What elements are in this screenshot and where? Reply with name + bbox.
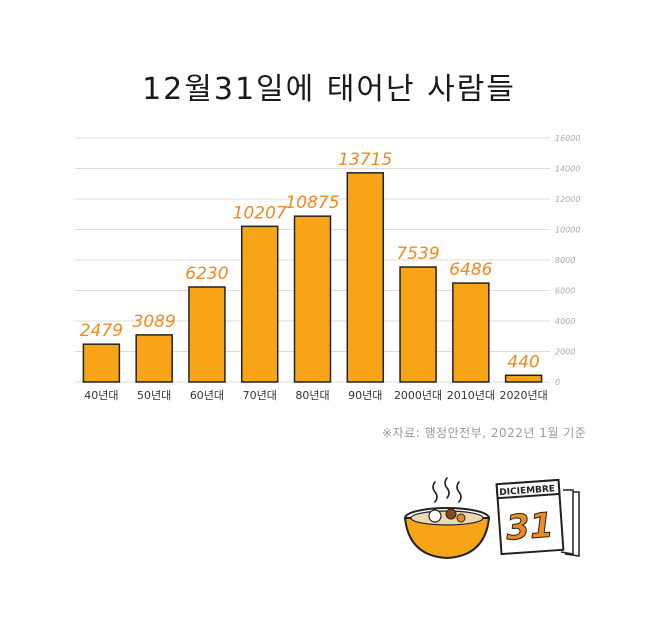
value-label: 6486 — [449, 260, 492, 280]
illustration: DICIEMBRE 31 — [403, 477, 580, 560]
y-tick-label: 10000 — [555, 226, 580, 235]
y-tick-label: 6000 — [555, 287, 575, 296]
calendar-day: 31 — [505, 505, 555, 548]
soup-bowl-icon — [403, 507, 491, 560]
source-note: ※자료: 행정안전부, 2022년 1월 기준 — [382, 426, 587, 440]
value-label: 6230 — [185, 264, 228, 284]
bar — [452, 282, 490, 383]
y-tick-label: 8000 — [555, 256, 575, 265]
bar — [399, 266, 437, 383]
steam-icon — [432, 477, 462, 503]
bar — [188, 286, 226, 383]
calendar-icon: DICIEMBRE 31 — [495, 478, 580, 557]
category-label: 60년대 — [190, 389, 224, 402]
y-tick-label: 14000 — [555, 165, 580, 174]
y-tick-label: 4000 — [555, 317, 575, 326]
bar-chart: 0 2000 4000 6000 8000 10000 12000 14000 16000 247… — [75, 134, 580, 402]
y-tick-label: 0 — [555, 378, 560, 387]
value-label: 13715 — [338, 150, 392, 170]
category-label: 2010년대 — [447, 389, 495, 402]
category-label: 90년대 — [348, 389, 382, 402]
category-label: 50년대 — [137, 389, 171, 402]
bar — [135, 334, 173, 383]
value-label: 7539 — [396, 244, 439, 264]
y-tick-label: 12000 — [555, 195, 580, 204]
bar — [504, 374, 543, 383]
value-label: 10207 — [233, 203, 287, 223]
bar — [346, 172, 385, 383]
value-label: 2479 — [80, 321, 123, 341]
value-label: 10875 — [285, 193, 339, 213]
category-label: 2020년대 — [499, 389, 547, 402]
category-label: 2000년대 — [394, 389, 442, 402]
bar — [240, 225, 279, 383]
y-tick-label: 16000 — [555, 134, 580, 143]
category-label: 70년대 — [243, 389, 277, 402]
bar — [82, 343, 121, 383]
y-tick-label: 2000 — [555, 348, 575, 357]
value-label: 3089 — [133, 312, 176, 332]
chart-title: 12월31일에 태어난 사람들 — [142, 72, 516, 107]
category-label: 80년대 — [295, 389, 329, 402]
value-label: 440 — [507, 352, 539, 372]
category-label: 40년대 — [84, 389, 118, 402]
bar — [293, 215, 332, 383]
calendar-month: DICIEMBRE — [499, 484, 555, 498]
